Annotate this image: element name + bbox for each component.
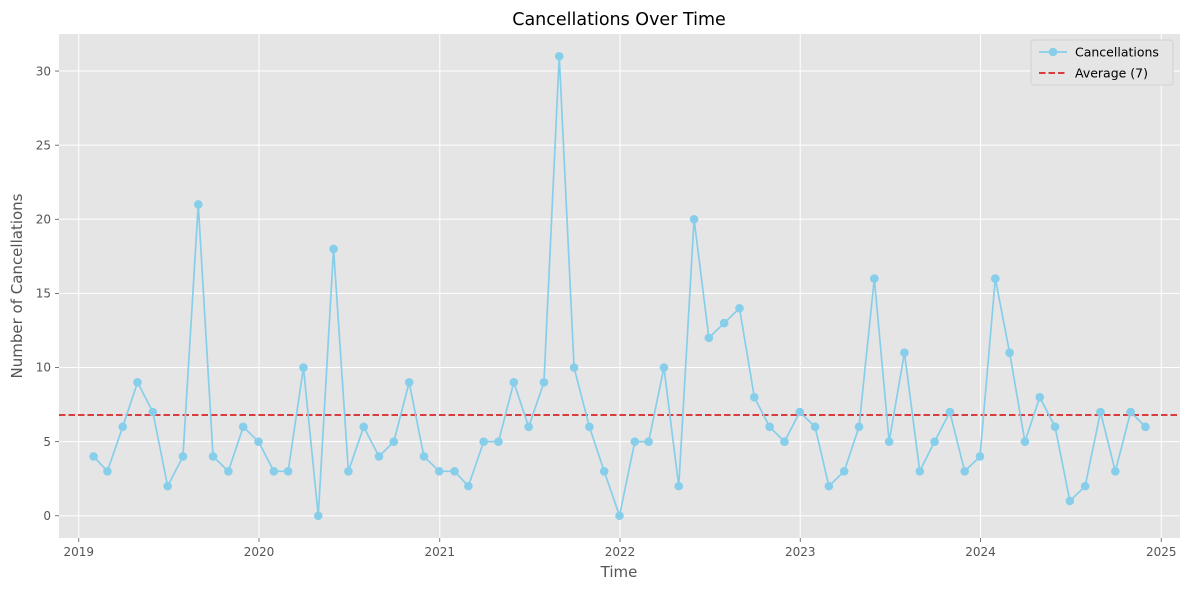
y-axis-label: Number of Cancellations	[8, 193, 26, 378]
y-tick-label: 15	[36, 287, 51, 301]
data-point	[615, 511, 624, 521]
data-point	[269, 466, 279, 476]
data-point	[450, 466, 459, 476]
data-point	[178, 452, 188, 461]
data-point	[945, 407, 955, 417]
data-point	[780, 437, 789, 446]
data-point	[193, 200, 203, 209]
data-point	[118, 422, 127, 432]
data-point	[1005, 348, 1014, 358]
data-point	[283, 466, 293, 476]
data-point	[960, 466, 969, 476]
y-tick-label: 5	[43, 435, 51, 449]
data-point	[975, 452, 985, 461]
data-point	[89, 452, 98, 461]
data-point	[148, 407, 158, 417]
data-point	[163, 481, 172, 491]
data-point	[854, 422, 864, 432]
y-tick-label: 30	[36, 64, 51, 78]
legend-label-average: Average (7)	[1075, 66, 1148, 81]
data-point	[1035, 392, 1045, 402]
x-tick-label: 2025	[1146, 545, 1177, 559]
data-point	[299, 363, 308, 372]
x-tick-label: 2022	[605, 545, 636, 559]
data-point	[870, 274, 879, 283]
data-point	[765, 422, 774, 432]
data-point	[674, 481, 684, 491]
data-point	[404, 378, 414, 387]
data-point	[524, 422, 533, 432]
data-point	[824, 481, 834, 491]
data-point	[750, 392, 759, 402]
data-point	[930, 437, 939, 446]
grid	[59, 34, 1180, 538]
y-tick-label: 25	[36, 138, 51, 152]
data-point	[1096, 407, 1105, 417]
data-point	[509, 378, 519, 387]
legend: Cancellations Average (7)	[1030, 39, 1174, 86]
data-point	[1080, 481, 1090, 491]
data-point	[915, 466, 925, 476]
data-point	[719, 318, 729, 328]
data-point	[539, 378, 549, 387]
x-tick-label: 2020	[244, 545, 275, 559]
data-point	[585, 422, 594, 432]
data-point	[359, 422, 368, 432]
y-tick-label: 20	[36, 212, 51, 226]
data-point	[238, 422, 248, 432]
data-point	[254, 437, 263, 446]
legend-label-cancellations: Cancellations	[1075, 45, 1159, 60]
chart-title: Cancellations Over Time	[512, 10, 726, 30]
data-point	[735, 303, 744, 313]
data-point	[1020, 437, 1030, 446]
data-point	[1126, 407, 1135, 417]
data-point	[689, 214, 699, 224]
x-tick-label: 2021	[424, 545, 455, 559]
data-point	[224, 466, 233, 476]
data-point	[599, 466, 609, 476]
x-tick-label: 2024	[965, 545, 996, 559]
data-point	[1065, 496, 1075, 506]
data-point	[839, 466, 849, 476]
data-point	[389, 437, 399, 446]
x-axis-label: Time	[600, 563, 638, 581]
cancellations-points	[89, 51, 1150, 521]
legend-marker-swatch	[1048, 47, 1058, 57]
data-point	[419, 452, 429, 461]
x-tick-label: 2019	[63, 545, 94, 559]
data-point	[1050, 422, 1060, 432]
data-point	[884, 437, 894, 446]
data-point	[554, 51, 564, 61]
y-tick-label: 10	[36, 361, 51, 375]
data-point	[344, 466, 353, 476]
x-tick-label: 2023	[785, 545, 816, 559]
y-tick-label: 0	[43, 509, 51, 523]
data-point	[208, 452, 218, 461]
data-point	[434, 466, 444, 476]
data-point	[991, 274, 1000, 283]
data-point	[659, 363, 669, 372]
x-axis-ticks: 2019 2020 2021 2022 2023 2024 2025	[63, 538, 1177, 559]
data-point	[810, 422, 820, 432]
data-point	[1141, 422, 1150, 432]
data-point	[313, 511, 323, 521]
data-point	[494, 437, 503, 446]
data-point	[374, 452, 384, 461]
data-point	[795, 407, 805, 417]
y-axis-ticks: 0 5 10 15 20 25 30	[36, 64, 59, 523]
data-point	[133, 378, 142, 387]
data-point	[1111, 466, 1120, 476]
data-point	[569, 363, 579, 372]
data-point	[329, 244, 338, 254]
data-point	[103, 466, 112, 476]
data-point	[644, 437, 653, 446]
data-point	[479, 437, 489, 446]
data-point	[464, 481, 473, 491]
data-point	[900, 348, 909, 358]
data-point	[704, 333, 714, 343]
data-point	[630, 437, 640, 446]
